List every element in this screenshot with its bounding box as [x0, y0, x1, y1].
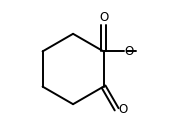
Text: O: O: [118, 103, 128, 116]
Text: O: O: [99, 10, 108, 24]
Text: O: O: [124, 45, 133, 58]
